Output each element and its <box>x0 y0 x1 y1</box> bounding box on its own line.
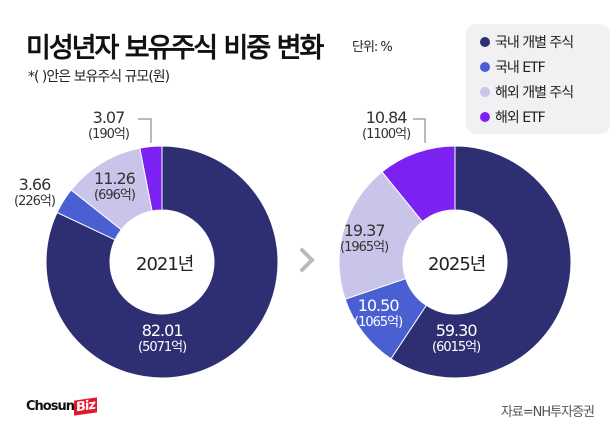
legend-item: 국내 ETF <box>480 57 546 77</box>
leader-line <box>413 118 426 143</box>
legend-label: 해외 ETF <box>495 110 546 126</box>
donut-slice <box>390 145 572 379</box>
unit-label: 단위: % <box>352 40 393 55</box>
data-label: 3.07 (190억) <box>88 108 130 142</box>
data-label: 11.26 (696억) <box>94 169 136 203</box>
source: 자료=NH투자증권 <box>500 405 595 420</box>
legend-dot-icon <box>480 62 490 72</box>
donut-slice <box>338 171 423 300</box>
legend-label: 국내 개별 주식 <box>495 35 574 51</box>
legend-dot-icon <box>480 37 490 47</box>
data-label: 10.84 (1100억) <box>362 108 411 142</box>
legend: 국내 개별 주식 국내 ETF 해외 개별 주식 해외 ETF <box>466 24 610 134</box>
data-label: 59.30 (6015억) <box>432 321 481 355</box>
chart-title: 미성년자 보유주식 비중 변화 <box>26 33 324 64</box>
center-label-2021: 2021년 <box>136 254 194 275</box>
chevron-right-icon <box>300 248 315 272</box>
data-label: 19.37 (1965억) <box>340 221 389 255</box>
donut-slice <box>45 145 279 379</box>
legend-item: 해외 ETF <box>480 107 546 127</box>
data-label: 3.66 (226억) <box>14 175 56 209</box>
data-label: 10.50 (1065억) <box>354 296 403 330</box>
donut-slice <box>56 189 122 241</box>
donut-slice <box>70 147 153 231</box>
center-label-2025: 2025년 <box>428 254 486 275</box>
legend-item: 해외 개별 주식 <box>480 82 574 102</box>
legend-label: 해외 개별 주식 <box>495 85 574 101</box>
data-label: 82.01 (5071억) <box>138 321 187 355</box>
legend-dot-icon <box>480 87 490 97</box>
legend-dot-icon <box>480 112 490 122</box>
subtitle: *( )안은 보유주식 규모(원) <box>28 69 170 85</box>
leader-line <box>138 118 152 143</box>
legend-item: 국내 개별 주식 <box>480 32 574 52</box>
logo: Chosun Biz <box>26 397 97 416</box>
legend-label: 국내 ETF <box>495 60 546 76</box>
donut-slice <box>344 278 428 360</box>
